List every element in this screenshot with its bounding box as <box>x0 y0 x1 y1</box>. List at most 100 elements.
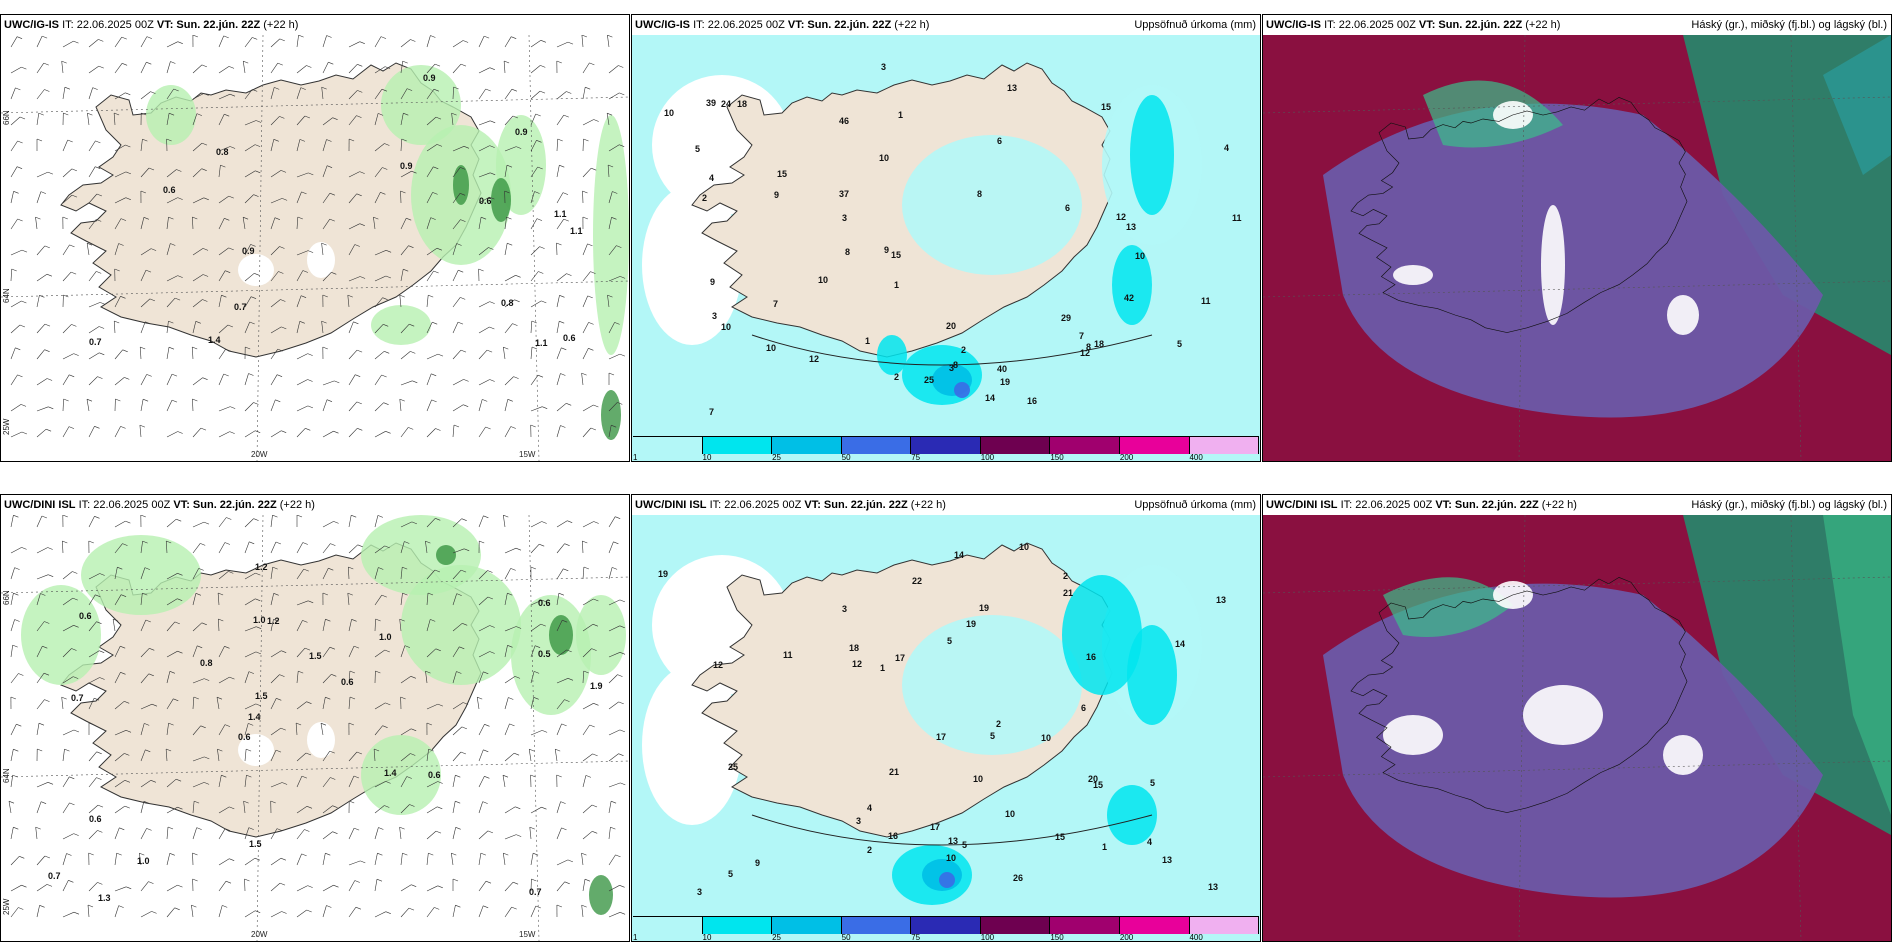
wind-barb <box>426 619 431 632</box>
wind-barb <box>10 191 14 204</box>
wind-barb <box>296 568 305 580</box>
wind-barb <box>16 36 23 39</box>
wind-barb <box>582 295 588 308</box>
precip-value-label: 5 <box>990 731 995 741</box>
wind-barb <box>245 346 251 350</box>
wind-barb <box>166 297 176 308</box>
wind-barb <box>490 172 496 176</box>
wind-barb <box>374 351 385 360</box>
wind-barb <box>357 90 363 93</box>
wind-barb <box>250 296 257 299</box>
wind-barb <box>296 379 308 386</box>
wind-barb <box>192 216 194 230</box>
wind-barb <box>433 166 439 170</box>
wind-barb <box>296 321 301 334</box>
wind-barb <box>97 376 103 379</box>
wind-barb <box>406 88 413 91</box>
wind-barb <box>276 828 283 831</box>
wind-barb <box>192 756 205 762</box>
panel-precip-igis: UWC/IG-IS IT: 22.06.2025 00Z VT: Sun. 22… <box>631 14 1261 462</box>
wind-barb <box>10 431 23 438</box>
wind-barb <box>166 907 175 918</box>
wind-barb <box>99 650 105 653</box>
wind-barb <box>168 216 174 220</box>
wind-barb <box>243 801 246 814</box>
wind-barb <box>171 373 178 377</box>
wind-barb <box>148 881 154 884</box>
precip-value-label: 10 <box>973 774 983 784</box>
wind-barb <box>608 885 620 892</box>
wind-barb <box>452 905 456 918</box>
precip-value-label: 8 <box>1086 342 1091 352</box>
wind-barb <box>10 140 18 152</box>
wind-barb <box>281 326 287 330</box>
wind-barb <box>463 146 470 149</box>
wind-barb <box>218 806 230 814</box>
wind-map[interactable]: 20W 15W 66N 64N 25W 0.8 1.1 0.9 1.1 0.9 0.6 0.7 0.9 1… <box>1 35 629 461</box>
wind-barb <box>192 852 198 856</box>
wind-barb <box>348 349 358 360</box>
wind-barb <box>13 515 19 518</box>
wind-barb <box>114 701 125 710</box>
wind-barb <box>348 41 360 48</box>
wind-barb <box>607 294 613 298</box>
precip-map[interactable]: 5 5 2 10 22 10 4 2 1 3 13 12 16 14 15 18 20 25 17 13 19 9 10 10… <box>632 515 1260 941</box>
wind-barb <box>225 880 232 884</box>
wind-barb <box>478 35 485 48</box>
wind-barb <box>374 431 386 438</box>
cloud-map[interactable] <box>1263 35 1891 461</box>
wind-barb <box>564 543 570 546</box>
wind-barb <box>608 674 618 684</box>
wind-value-label: 0.8 <box>200 658 213 668</box>
wind-barb <box>296 115 306 126</box>
axis-label-66n: 66N <box>2 590 11 605</box>
wind-barb <box>166 321 169 334</box>
wind-map[interactable]: 20W 15W 66N 64N 25W 0.7 0.7 0.6 0.6 1.0 1.3 1.0 1.5 0… <box>1 515 629 941</box>
wind-barb <box>93 697 100 701</box>
wind-barb <box>11 268 17 272</box>
wind-barb <box>279 116 285 119</box>
wind-barb <box>504 676 516 684</box>
precip-10-25 <box>1130 95 1174 215</box>
wind-barb <box>18 673 24 676</box>
wind-barb <box>306 701 312 704</box>
wind-barb <box>218 571 229 580</box>
wind-barb <box>140 374 147 386</box>
wind-barb <box>15 347 21 351</box>
wind-barb <box>458 269 464 273</box>
wind-barb <box>478 625 490 632</box>
wind-barb <box>400 380 413 386</box>
wind-barb <box>21 300 27 304</box>
wind-barb <box>556 520 568 528</box>
colorbar-tick-label: 200 <box>1119 453 1134 462</box>
wind-barb <box>36 323 46 334</box>
wind-barb <box>122 349 128 353</box>
wind-barb <box>504 165 508 178</box>
wind-barb <box>408 427 414 430</box>
wind-barb <box>510 426 516 429</box>
wind-barb <box>125 92 131 96</box>
wind-barb <box>98 65 104 69</box>
wind-barb <box>535 113 541 117</box>
wind-barb <box>244 321 250 334</box>
precip-value-label: 25 <box>924 375 934 385</box>
precip-value-label: 3 <box>842 213 847 223</box>
wind-barb <box>582 804 593 814</box>
precip-map[interactable]: 2 2 8 10 11 10 8 9 12 15 7 5 25 16 15 19 7 8 11 13 18 10 9 3 40 1… <box>632 35 1260 461</box>
wind-barb <box>374 545 385 554</box>
wind-barb <box>218 676 230 684</box>
wind-barb <box>593 703 599 706</box>
wind-barb <box>36 699 45 710</box>
wind-barb <box>46 378 53 381</box>
wind-value-label: 0.8 <box>216 147 229 157</box>
wind-barb <box>270 541 277 554</box>
wind-barb <box>567 678 574 681</box>
cloud-map[interactable] <box>1263 515 1891 941</box>
wind-barb <box>356 115 362 118</box>
wind-barb <box>503 60 506 74</box>
wind-barb <box>514 299 520 303</box>
precip-value-label: 13 <box>1208 882 1218 892</box>
wind-barb <box>608 217 612 230</box>
wind-barb <box>17 374 23 378</box>
wind-barb <box>42 645 48 649</box>
